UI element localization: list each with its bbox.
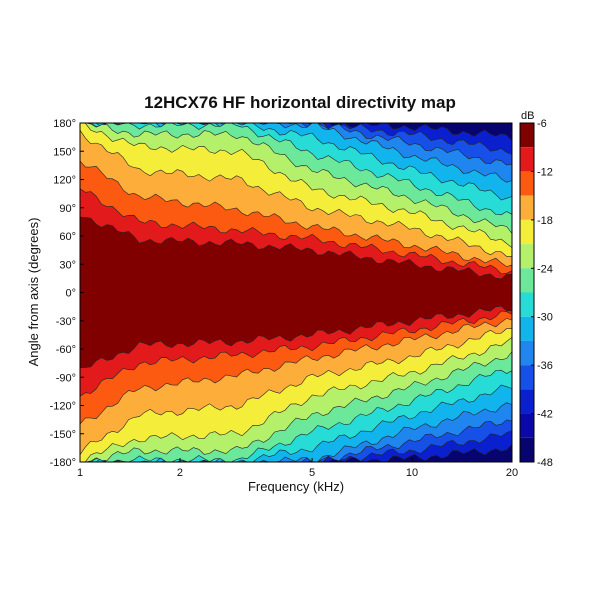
x-tick-label: 5 [309,467,315,479]
x-axis-label: Frequency (kHz) [248,479,344,494]
colorbar-tick-label: -42 [537,409,553,421]
colorbar-segment [520,292,534,317]
y-tick-label: 90° [59,203,76,215]
colorbar-tick-label: -24 [537,263,553,275]
y-tick-label: 120° [53,175,76,187]
y-tick-label: -60° [56,344,76,356]
colorbar-segment [520,123,534,148]
x-tick-label: 10 [406,467,418,479]
colorbar-segment [520,365,534,390]
x-tick-label: 20 [506,467,518,479]
x-tick-label: 1 [77,467,83,479]
y-tick-label: -90° [56,372,76,384]
y-tick-label: -120° [50,401,76,413]
colorbar-segment [520,437,534,462]
colorbar-segment [520,171,534,196]
x-ticks: 1 2 5 10 20 [77,458,518,479]
y-tick-label: 150° [53,146,76,158]
colorbar-segment [520,219,534,245]
colorbar-unit: dB [521,110,534,122]
colorbar-tick-label: -36 [537,360,553,372]
y-tick-label: -30° [56,316,76,328]
colorbar-segment [520,340,534,366]
chart-title: 12HCX76 HF horizontal directivity map [144,93,456,112]
colorbar-segment [520,268,534,293]
y-tick-label: 60° [59,231,76,243]
y-ticks: 180° 150° 120° 90° 60° 30° 0° -30° -60° -90° -120°… [50,118,84,469]
colorbar: -6 -12 -18 -24 -30 -36 -42 -48 [519,118,553,469]
y-tick-label: 30° [59,259,76,271]
colorbar-segment [520,147,534,172]
y-tick-label: -150° [50,429,76,441]
colorbar-tick-label: -12 [537,166,553,178]
colorbar-tick-label: -6 [537,118,547,130]
y-axis-label: Angle from axis (degrees) [26,218,41,367]
colorbar-tick-label: -30 [537,312,553,324]
colorbar-segment [520,389,534,414]
plot-area [79,122,513,463]
colorbar-segment [520,244,534,269]
colorbar-segment [520,195,534,220]
y-tick-label: -180° [50,457,76,469]
x-tick-label: 2 [177,467,183,479]
colorbar-tick-label: -48 [537,457,553,469]
colorbar-segment [520,316,534,341]
colorbar-tick-label: -18 [537,215,553,227]
y-tick-label: 0° [65,288,76,300]
colorbar-segment [520,413,534,438]
y-tick-label: 180° [53,118,76,130]
colorbar-frame [519,122,535,463]
